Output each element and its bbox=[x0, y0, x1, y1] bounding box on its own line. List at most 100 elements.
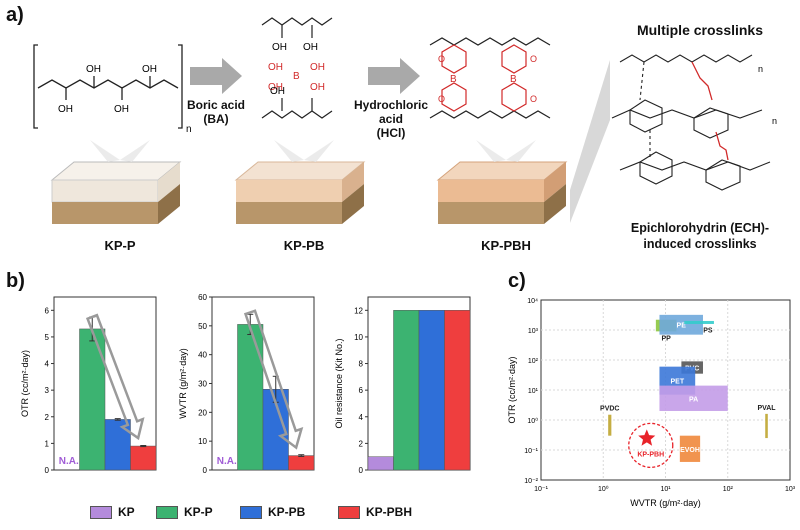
film-label-kp-pb: KP-PB bbox=[283, 238, 325, 253]
arrow-1 bbox=[190, 58, 242, 94]
y-axis-label: Oil resistance (Kit No.) bbox=[334, 338, 344, 428]
y-tick-label: 1 bbox=[45, 439, 50, 448]
y-tick-label: 40 bbox=[198, 351, 207, 360]
pva-structure bbox=[33, 44, 183, 129]
ba-oh-label: OH bbox=[268, 62, 283, 73]
x-axis-label: WVTR (g/m²·day) bbox=[630, 498, 701, 508]
kp-pbh-label: KP-PBH bbox=[637, 451, 664, 458]
boron-label: B bbox=[293, 71, 300, 82]
y-tick-label: 0 bbox=[45, 466, 50, 475]
y-tick-label: 50 bbox=[198, 322, 207, 331]
legend-label: KP-PBH bbox=[366, 505, 413, 519]
otr-vs-wvtr-chart: 10⁻¹ 10⁰ 10¹ 10² 10³10⁻²10⁻¹10⁰10¹10²10³10⁴W… bbox=[507, 298, 796, 508]
y-tick-label: 20 bbox=[198, 408, 207, 417]
y-tick-label: 8 bbox=[359, 360, 364, 369]
zoom-wedge bbox=[570, 60, 610, 223]
region-label-pet: PET bbox=[671, 379, 685, 386]
oxygen-label: O bbox=[530, 54, 537, 64]
y-tick-label: 4 bbox=[359, 413, 364, 422]
legend-kp: KP bbox=[90, 505, 135, 519]
y-tick-label: 10⁴ bbox=[527, 298, 538, 305]
y-tick-label: 30 bbox=[198, 380, 207, 389]
ba-oh-label: OH bbox=[310, 82, 325, 93]
y-tick-label: 10⁻² bbox=[524, 478, 538, 485]
region-pe bbox=[659, 314, 703, 335]
legend-label: KP-PB bbox=[268, 505, 306, 519]
arrow1-label: Boric acid (BA) bbox=[176, 98, 256, 126]
y-tick-label: 6 bbox=[45, 306, 50, 315]
boron-label: B bbox=[510, 74, 517, 85]
y-tick-label: 10² bbox=[528, 358, 539, 365]
x-tick-label: 10¹ bbox=[660, 486, 671, 493]
legend-kp-p: KP-P bbox=[156, 505, 213, 519]
y-tick-label: 10¹ bbox=[528, 388, 539, 395]
legend-kp-pbh: KP-PBH bbox=[338, 505, 412, 519]
pva-bh-structure bbox=[429, 37, 551, 119]
multiple-crosslinks-title: Multiple crosslinks bbox=[636, 22, 764, 38]
y-tick-label: 0 bbox=[203, 466, 208, 475]
oxygen-label: O bbox=[530, 94, 537, 104]
bar-kp-pbh bbox=[288, 455, 315, 471]
pva-ba-structure bbox=[261, 17, 333, 119]
arrow2-label-line: (HCl) bbox=[376, 126, 406, 140]
ba-oh-label: OH bbox=[268, 82, 283, 93]
legend-label: KP bbox=[118, 505, 135, 519]
bar-kp-pbh bbox=[130, 445, 157, 471]
na-label: N.A. bbox=[217, 456, 237, 467]
legend-swatch bbox=[156, 505, 178, 519]
legend-label: KP-P bbox=[184, 505, 213, 519]
region-label-pa: PA bbox=[689, 396, 698, 403]
y-tick-label: 10⁻¹ bbox=[524, 448, 538, 455]
region-pa bbox=[659, 385, 728, 411]
y-tick-label: 12 bbox=[354, 306, 363, 315]
trend-arrow bbox=[85, 313, 145, 441]
x-tick-label: 10³ bbox=[785, 486, 796, 493]
film-kp-p bbox=[50, 161, 182, 224]
film-blocks bbox=[50, 140, 568, 224]
y-tick-label: 10³ bbox=[528, 328, 539, 335]
ba-oh-label: OH bbox=[310, 62, 325, 73]
arrow2-label-line: Hydrochloric bbox=[353, 98, 428, 112]
oh-label: OH bbox=[86, 64, 101, 75]
kp-pbh-highlight bbox=[628, 422, 674, 469]
subscript-n: n bbox=[772, 116, 777, 126]
ech-caption-line: induced crosslinks bbox=[643, 237, 757, 251]
borate-rings bbox=[441, 44, 527, 112]
region-label-ps: PS bbox=[703, 327, 713, 334]
film-label-kp-p: KP-P bbox=[104, 238, 136, 253]
y-tick-label: 5 bbox=[45, 333, 50, 342]
region-label-pp: PP bbox=[661, 335, 671, 342]
panel-c-letter: c) bbox=[508, 270, 526, 292]
boron-label: B bbox=[450, 74, 457, 85]
region-pval bbox=[765, 413, 768, 439]
x-tick-label: 10² bbox=[723, 486, 734, 493]
bar-kp-pbh bbox=[444, 310, 471, 471]
x-tick-label: 10⁻¹ bbox=[534, 486, 548, 493]
y-tick-label: 10⁰ bbox=[527, 417, 538, 425]
oh-label: OH bbox=[142, 64, 157, 75]
film-kp-pbh bbox=[436, 161, 568, 224]
na-label: N.A. bbox=[59, 456, 79, 467]
y-tick-label: 3 bbox=[45, 386, 50, 395]
y-tick-label: 4 bbox=[45, 360, 50, 369]
trend-arrow bbox=[243, 309, 304, 450]
x-tick-label: 10⁰ bbox=[598, 485, 609, 493]
film-label-kp-pbh: KP-PBH bbox=[481, 238, 531, 253]
panel-a-structures: OH OH OH OH n OH OH OH OH B OH OH OH B B… bbox=[33, 17, 777, 223]
ech-crosslinks bbox=[691, 61, 729, 161]
oh-label: OH bbox=[303, 42, 318, 53]
film-kp-pb bbox=[234, 161, 366, 224]
oh-label: OH bbox=[58, 104, 73, 115]
y-tick-label: 2 bbox=[45, 413, 50, 422]
panel-a-letter: a) bbox=[6, 4, 24, 26]
region-label-pvdc: PVDC bbox=[600, 406, 619, 413]
y-axis-label: OTR (cc/m²·day) bbox=[20, 350, 30, 417]
legend-swatch bbox=[338, 505, 360, 519]
oxygen-label: O bbox=[438, 94, 445, 104]
region-pvdc bbox=[608, 414, 612, 436]
bar-kp-pb bbox=[104, 419, 131, 471]
y-tick-label: 6 bbox=[359, 386, 364, 395]
bar-kp-p bbox=[237, 324, 264, 471]
region-label-pval: PVAL bbox=[757, 405, 776, 412]
